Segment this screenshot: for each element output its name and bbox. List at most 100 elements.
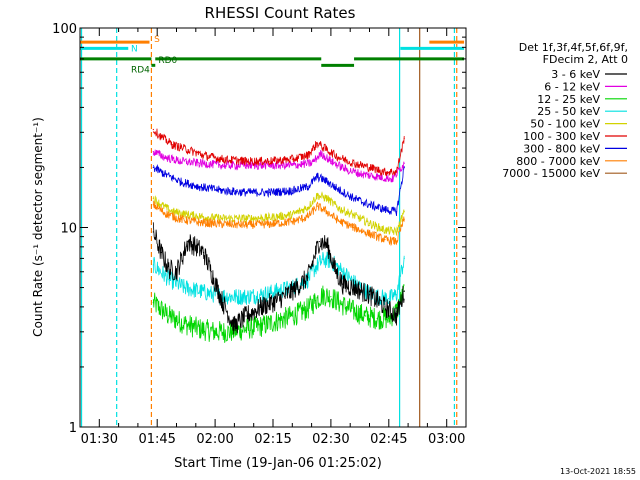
data-point — [307, 154, 309, 156]
data-point — [322, 294, 324, 296]
data-point — [403, 137, 405, 139]
series-6-12kev — [152, 149, 405, 183]
data-point — [168, 315, 170, 317]
data-point — [341, 304, 344, 306]
data-point — [276, 300, 278, 302]
data-point — [152, 197, 154, 199]
data-point — [172, 144, 174, 146]
data-point — [403, 218, 405, 220]
data-point — [291, 315, 293, 317]
y-tick-label: 10 — [60, 222, 77, 237]
data-point — [307, 186, 309, 188]
data-point — [187, 214, 189, 216]
data-point — [291, 290, 293, 292]
data-point — [368, 166, 371, 169]
data-point — [384, 171, 386, 173]
data-point — [233, 325, 235, 327]
series-300-800kev — [152, 164, 405, 217]
data-point — [268, 191, 270, 193]
data-point — [368, 222, 371, 224]
data-point — [202, 216, 205, 218]
data-point — [291, 190, 293, 192]
flag-label-rd0: RD0 — [158, 56, 177, 66]
legend-label: 12 - 25 keV — [537, 93, 600, 106]
data-point — [316, 142, 318, 144]
data-point — [164, 156, 166, 158]
data-point — [365, 315, 367, 317]
data-point — [199, 221, 201, 224]
data-point — [291, 158, 293, 160]
data-point — [384, 208, 386, 211]
data-point — [311, 162, 313, 164]
data-point — [395, 294, 398, 296]
data-point — [222, 217, 224, 220]
data-point — [222, 302, 224, 304]
legend-label: 6 - 12 keV — [544, 80, 600, 93]
chart-title: RHESSI Count Rates — [205, 4, 356, 22]
data-point — [316, 175, 318, 178]
data-point — [334, 268, 336, 270]
data-point — [245, 224, 247, 226]
data-point — [392, 178, 394, 180]
x-axis-label: Start Time (19-Jan-06 01:25:02) — [174, 456, 382, 471]
series-trace — [152, 251, 405, 306]
data-point — [195, 246, 197, 248]
data-point — [395, 171, 398, 173]
data-point — [214, 331, 216, 333]
data-point — [403, 290, 405, 292]
data-point — [260, 325, 263, 327]
data-point — [403, 166, 405, 169]
data-point — [384, 229, 386, 231]
data-point — [222, 223, 224, 225]
data-point — [322, 259, 324, 261]
x-tick-label: 02:45 — [370, 432, 407, 447]
data-point — [307, 308, 309, 310]
data-point — [164, 212, 166, 214]
x-tick-label: 03:00 — [428, 432, 465, 447]
data-point — [307, 206, 309, 209]
data-point — [326, 149, 328, 151]
data-point — [291, 221, 293, 223]
data-point — [338, 220, 340, 222]
data-point — [222, 164, 224, 166]
series-800-7000kev — [152, 200, 405, 247]
legend-label: 7000 - 15000 keV — [502, 167, 600, 180]
data-point — [320, 152, 322, 155]
flag-label-rd4: RD4 — [131, 65, 150, 75]
series-trace — [152, 222, 405, 335]
data-point — [403, 162, 405, 164]
data-point — [338, 188, 340, 191]
data-point — [326, 180, 328, 183]
data-point — [345, 169, 347, 171]
data-point — [353, 214, 355, 216]
data-point — [179, 160, 181, 162]
data-point — [245, 328, 247, 330]
data-point — [318, 240, 320, 243]
data-point — [152, 151, 154, 153]
plot-frame — [79, 27, 467, 428]
data-point — [330, 296, 332, 298]
data-point — [152, 231, 154, 233]
data-point — [291, 214, 293, 216]
series-100-300kev — [152, 128, 405, 177]
data-point — [199, 290, 201, 292]
series-50-100kev — [152, 191, 405, 236]
data-point — [368, 204, 371, 206]
data-point — [353, 226, 355, 229]
data-point — [368, 233, 371, 235]
series-trace — [152, 149, 405, 183]
data-point — [314, 266, 317, 269]
legend-header: FDecim 2, Att 0 — [543, 53, 628, 66]
data-point — [384, 306, 386, 308]
data-point — [210, 271, 212, 273]
data-point — [187, 240, 189, 243]
data-point — [395, 231, 398, 233]
data-point — [179, 218, 181, 220]
data-point — [326, 211, 328, 213]
series-3-6kev — [152, 222, 405, 335]
data-point — [403, 211, 405, 213]
legend-label: 3 - 6 keV — [551, 68, 600, 81]
y-tick-label: 1 — [69, 421, 77, 436]
data-point — [403, 257, 405, 260]
